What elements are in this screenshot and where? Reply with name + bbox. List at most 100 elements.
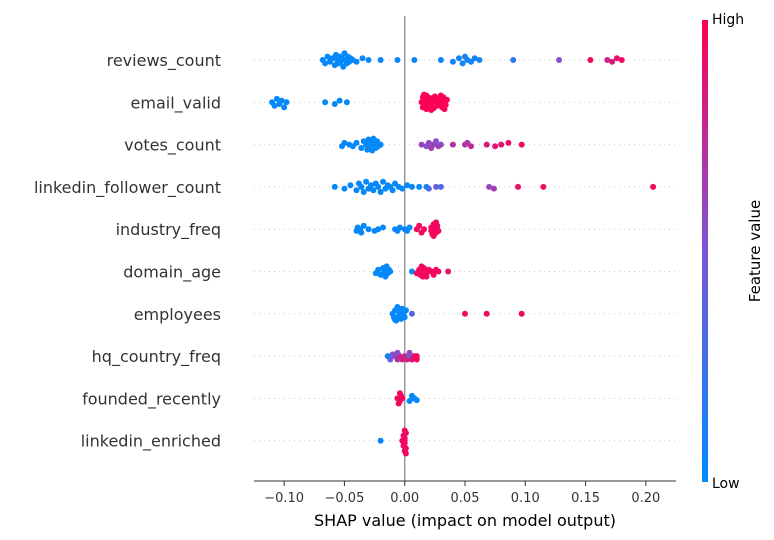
shap-point — [540, 183, 547, 190]
shap-point — [394, 57, 401, 63]
shap-point — [358, 145, 365, 151]
shap-point — [377, 57, 384, 63]
shap-point — [358, 183, 365, 190]
x-axis-title: SHAP value (impact on model output) — [314, 511, 616, 530]
shap-point — [433, 183, 440, 190]
shap-point — [353, 139, 360, 146]
shap-point — [425, 185, 432, 192]
shap-point — [399, 395, 406, 402]
shap-point — [406, 224, 413, 231]
shap-point — [430, 271, 437, 278]
shap-point — [556, 57, 563, 63]
data-points — [269, 50, 657, 457]
shap-point — [399, 185, 406, 192]
shap-point — [416, 183, 423, 190]
shap-point — [377, 141, 384, 148]
shap-point — [434, 99, 441, 106]
row-guides — [254, 59, 676, 442]
shap-point — [443, 96, 450, 103]
shap-point — [401, 437, 408, 444]
shap-point — [360, 222, 367, 229]
shap-point — [322, 60, 329, 67]
shap-point — [476, 57, 483, 63]
shap-point — [518, 141, 525, 148]
shap-point — [322, 99, 329, 106]
feature-labels: reviews_count email_valid votes_countlinke… — [34, 51, 221, 452]
shap-point — [387, 268, 394, 275]
shap-point — [343, 99, 350, 106]
shap-point — [423, 273, 430, 280]
shap-point — [360, 189, 367, 195]
shap-point — [278, 97, 285, 104]
shap-point — [449, 58, 456, 65]
shap-point — [389, 187, 396, 194]
shap-point — [331, 101, 338, 107]
shap-point — [433, 138, 440, 145]
shap-point — [459, 60, 466, 67]
shap-point — [486, 183, 493, 190]
shap-point — [401, 427, 408, 434]
shap-point — [483, 310, 490, 317]
x-tick-label: 0.20 — [631, 491, 660, 506]
shap-point — [365, 57, 372, 63]
shap-point — [394, 304, 401, 311]
shap-point — [380, 178, 387, 185]
shap-point — [408, 268, 415, 275]
shap-point — [437, 183, 444, 190]
x-tick-label: −0.10 — [264, 491, 304, 506]
shap-point — [353, 58, 360, 65]
shap-point — [402, 450, 409, 457]
x-tick-label: 0.05 — [451, 491, 480, 506]
shap-point — [445, 268, 452, 275]
shap-point — [421, 91, 428, 98]
shap-point — [408, 310, 415, 317]
shap-point — [336, 97, 343, 104]
shap-point — [449, 141, 456, 148]
shap-point — [396, 224, 403, 231]
shap-point — [437, 57, 444, 63]
shap-point — [375, 266, 382, 273]
shap-point — [365, 226, 372, 233]
shap-point — [370, 187, 377, 194]
shap-point — [341, 185, 348, 192]
shap-point — [430, 233, 437, 239]
feature-label-linkedin-enriched: linkedin_enriched — [81, 432, 221, 452]
shap-point — [363, 178, 370, 185]
x-tick-label: 0.15 — [571, 491, 600, 506]
feature-label-domain-age: domain_age — [123, 263, 221, 283]
shap-point — [347, 182, 354, 189]
shap-point — [428, 106, 435, 113]
shap-point — [505, 139, 512, 146]
shap-point — [408, 183, 415, 190]
shap-point — [404, 182, 411, 189]
shap-point — [406, 349, 413, 356]
shap-point — [406, 397, 413, 404]
x-axis-ticks: −0.10 −0.05 0.00 0.05 0.10 0.15 0.20 — [264, 481, 660, 506]
shap-point — [402, 307, 409, 314]
shap-point — [358, 229, 365, 236]
shap-point — [353, 187, 360, 194]
feature-label-hq-country-freq: hq_country_freq — [92, 347, 221, 367]
shap-point — [418, 141, 425, 148]
feature-label-employees: employees — [134, 305, 221, 324]
shap-point — [433, 219, 440, 226]
shap-point — [650, 183, 657, 190]
shap-point — [416, 222, 423, 229]
shap-point — [613, 55, 620, 62]
shap-point — [518, 310, 525, 317]
shap-point — [441, 106, 448, 113]
shap-point — [490, 185, 497, 192]
shap-point — [510, 57, 517, 63]
shap-point — [455, 55, 462, 62]
shap-point — [609, 58, 616, 65]
shap-point — [392, 316, 399, 323]
shap-point — [418, 263, 425, 270]
feature-label-founded-recently: founded_recently — [82, 389, 221, 409]
x-tick-label: 0.10 — [511, 491, 540, 506]
colorbar-low-label: Low — [712, 476, 740, 492]
shap-point — [396, 315, 403, 322]
shap-point — [618, 57, 625, 63]
shap-point — [492, 143, 499, 150]
shap-point — [604, 57, 611, 63]
